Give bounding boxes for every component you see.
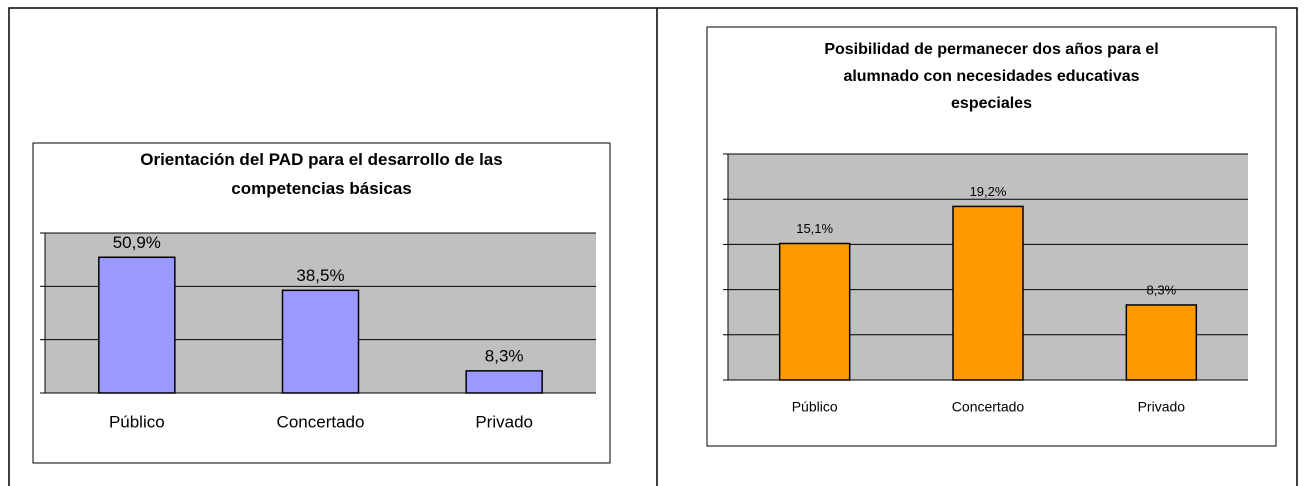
bar — [952, 205, 1024, 381]
value-label: 8,3% — [1147, 282, 1177, 297]
value-label: 19,2% — [970, 184, 1007, 199]
chart-title: Orientación del PAD para el desarrollo d… — [140, 150, 503, 198]
bar — [281, 289, 360, 394]
chart-title: Posibilidad de permanecer dos años para … — [824, 41, 1159, 113]
x-tick-label: Público — [792, 399, 838, 415]
bar — [465, 370, 543, 394]
x-tick-label: Concertado — [952, 399, 1025, 415]
chart-title-text: Orientación del PAD para el desarrollo d… — [140, 150, 503, 198]
value-label: 38,5% — [296, 266, 344, 285]
chart-title-text: Posibilidad de permanecer dos años para … — [824, 41, 1159, 113]
bar — [1125, 304, 1198, 381]
x-tick-label: Privado — [475, 412, 533, 431]
outer-border — [8, 7, 1298, 486]
bar — [98, 256, 176, 394]
bar — [778, 242, 851, 381]
x-tick-label: Privado — [1138, 399, 1186, 415]
value-label: 50,9% — [113, 233, 161, 252]
x-tick-label: Público — [109, 412, 165, 431]
value-label: 15,1% — [796, 221, 833, 236]
x-tick-label: Concertado — [277, 412, 365, 431]
value-label: 8,3% — [485, 346, 524, 365]
